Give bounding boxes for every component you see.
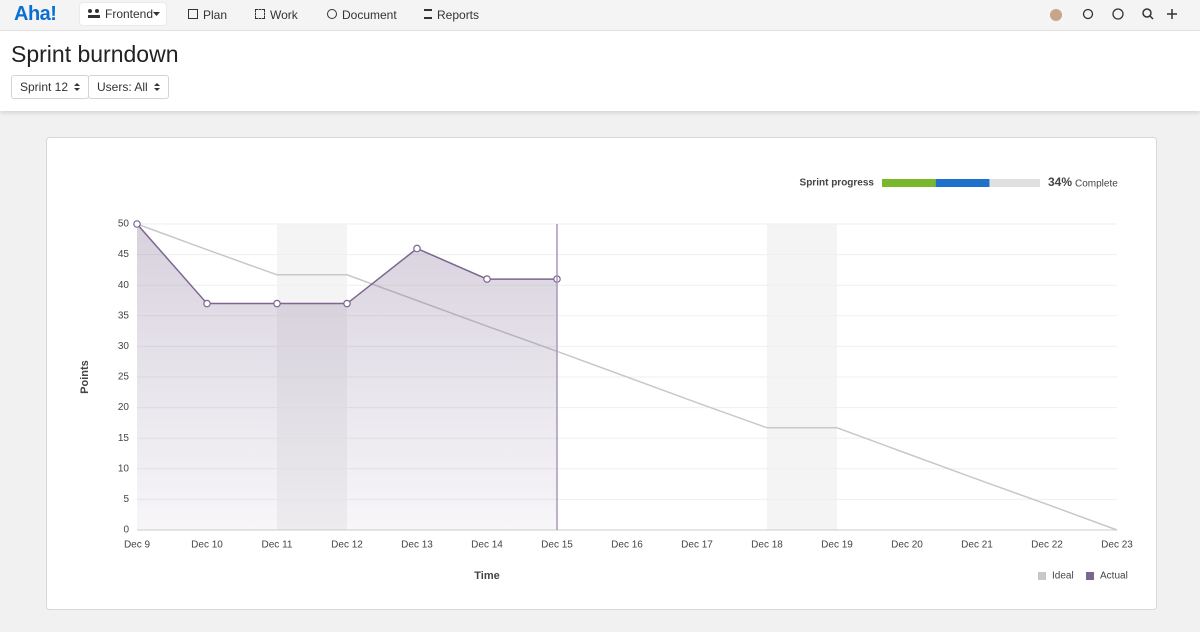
y-tick-label: 5 bbox=[123, 494, 129, 505]
legend-label: Ideal bbox=[1052, 571, 1074, 582]
x-tick-label: Dec 14 bbox=[471, 540, 503, 551]
nav-item[interactable]: Plan bbox=[188, 8, 227, 22]
caret bbox=[153, 12, 160, 16]
progress-suffix: Complete bbox=[1075, 179, 1118, 190]
x-tick-label: Dec 15 bbox=[541, 540, 573, 551]
nav-label: Document bbox=[342, 8, 397, 22]
nav-item[interactable]: Reports bbox=[424, 8, 479, 22]
x-tick-label: Dec 18 bbox=[751, 540, 783, 551]
workspace-menu[interactable]: Frontend bbox=[80, 3, 166, 25]
x-axis-label: Time bbox=[474, 570, 499, 582]
y-tick-label: 35 bbox=[118, 310, 130, 321]
y-tick-label: 20 bbox=[118, 402, 130, 413]
legend-swatch bbox=[1086, 572, 1094, 580]
workspace-icon bbox=[88, 9, 100, 18]
x-tick-label: Dec 20 bbox=[891, 540, 923, 551]
series-line bbox=[136, 223, 1118, 531]
page-header: Sprint burndown Sprint 12 Users: All bbox=[0, 31, 1200, 111]
nav-icons bbox=[1050, 8, 1177, 21]
x-tick-label: Dec 22 bbox=[1031, 540, 1063, 551]
nav-item[interactable]: Document bbox=[327, 8, 397, 22]
y-axis-label: Points bbox=[79, 360, 91, 394]
x-tick-label: Dec 13 bbox=[401, 540, 433, 551]
x-tick-label: Dec 17 bbox=[681, 540, 713, 551]
nav-label: Reports bbox=[437, 8, 480, 22]
workspace-name: Frontend bbox=[105, 7, 154, 21]
point bbox=[273, 299, 281, 308]
actual-area bbox=[137, 224, 557, 530]
legend-label: Actual bbox=[1100, 571, 1128, 582]
top-nav: Aha! Frontend Plan Work Document Reports bbox=[0, 0, 1200, 31]
add-icon[interactable] bbox=[1149, 9, 1177, 20]
x-tick-label: Dec 19 bbox=[821, 540, 853, 551]
progress-segment bbox=[935, 179, 990, 187]
progress-value: 34% bbox=[1048, 175, 1072, 189]
page-title: Sprint burndown bbox=[11, 41, 179, 67]
y-tick-label: 40 bbox=[118, 280, 130, 291]
point bbox=[483, 275, 491, 283]
filter[interactable]: Users: All bbox=[88, 75, 169, 99]
filter[interactable]: Sprint 12 bbox=[11, 75, 90, 99]
nav-item[interactable]: Work bbox=[255, 8, 298, 22]
legend-swatch bbox=[1038, 572, 1046, 580]
help-icon[interactable] bbox=[1112, 8, 1124, 20]
x-tick-label: Dec 9 bbox=[124, 540, 151, 551]
point bbox=[133, 220, 141, 228]
y-tick-label: 25 bbox=[118, 372, 130, 383]
x-tick-label: Dec 11 bbox=[262, 540, 293, 551]
y-tick-label: 10 bbox=[118, 463, 130, 474]
y-tick-label: 45 bbox=[118, 249, 130, 260]
nav-label: Work bbox=[270, 8, 298, 22]
point bbox=[413, 244, 421, 253]
progress-label: Sprint progress bbox=[800, 178, 875, 189]
x-tick-label: Dec 16 bbox=[611, 540, 643, 551]
x-tick-label: Dec 10 bbox=[191, 540, 223, 551]
x-tick-label: Dec 21 bbox=[961, 540, 993, 551]
search-icon[interactable] bbox=[1142, 8, 1152, 18]
point bbox=[203, 299, 211, 308]
progress-segment bbox=[882, 179, 936, 187]
settings-icon[interactable] bbox=[1082, 8, 1094, 20]
nav-label: Plan bbox=[203, 8, 228, 22]
y-tick-label: 30 bbox=[118, 341, 130, 352]
x-tick-label: Dec 23 bbox=[1101, 540, 1133, 551]
x-tick-label: Dec 12 bbox=[331, 540, 363, 551]
y-tick-label: 50 bbox=[118, 219, 130, 230]
logo[interactable]: Aha! bbox=[14, 3, 57, 25]
y-tick-label: 0 bbox=[123, 525, 129, 536]
avatar[interactable] bbox=[1050, 9, 1062, 21]
point bbox=[343, 299, 351, 308]
y-tick-label: 15 bbox=[118, 433, 130, 444]
